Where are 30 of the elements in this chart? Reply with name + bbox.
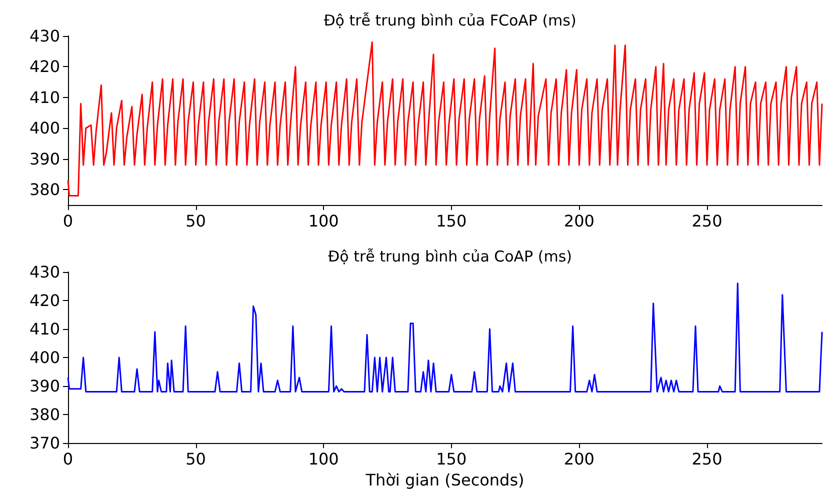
- x-tick-label: 50: [186, 450, 206, 469]
- chart-title: Độ trễ trung bình của CoAP (ms): [328, 248, 572, 266]
- y-tick-label: 430: [29, 26, 60, 46]
- y-tick-label: 370: [29, 434, 60, 453]
- x-tick-label: 200: [564, 450, 594, 469]
- y-tick-label: 430: [29, 262, 60, 282]
- x-tick-label: 100: [308, 450, 339, 469]
- y-tick-label: 410: [29, 88, 60, 107]
- y-tick-label: 390: [29, 149, 60, 168]
- x-tick-label: 150: [436, 212, 467, 230]
- y-tick-label: 380: [29, 180, 60, 200]
- x-tick-label: 0: [62, 450, 74, 469]
- y-tick-label: 380: [29, 405, 60, 424]
- x-tick-label: 200: [564, 212, 594, 230]
- line-series: [67, 41, 823, 197]
- x-tick-label: 150: [436, 450, 467, 469]
- x-tick-label: 250: [692, 212, 722, 230]
- y-tick-label: 420: [29, 291, 60, 310]
- y-tick-label: 400: [29, 348, 60, 368]
- x-axis-title: Thời gian (Seconds): [364, 470, 524, 490]
- chart-title: Độ trễ trung bình của FCoAP (ms): [324, 12, 576, 30]
- x-tick-label: 100: [308, 212, 339, 230]
- y-tick-label: 390: [29, 376, 60, 396]
- line-series: [67, 282, 823, 393]
- x-tick-label: 0: [62, 212, 74, 230]
- y-tick-label: 410: [29, 320, 60, 339]
- y-tick-label: 420: [29, 57, 60, 76]
- x-tick-label: 250: [692, 450, 722, 469]
- y-tick-label: 400: [29, 118, 60, 138]
- x-tick-label: 50: [186, 212, 206, 230]
